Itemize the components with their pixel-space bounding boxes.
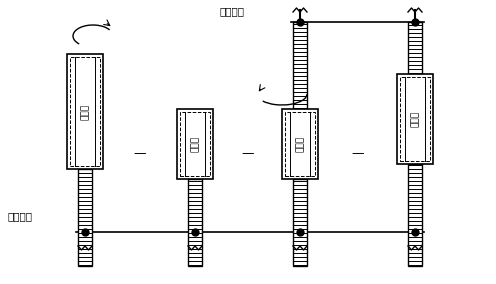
Bar [67, 54, 103, 169]
Bar [293, 22, 307, 109]
Text: —: — [241, 147, 254, 160]
Text: 连接器: 连接器 [296, 136, 305, 152]
Bar [400, 77, 430, 161]
Bar [180, 112, 210, 176]
Bar [70, 57, 100, 166]
Text: 连接器: 连接器 [411, 111, 420, 127]
Bar [397, 74, 433, 164]
Bar [408, 164, 422, 266]
Text: 锆笼主筋: 锆笼主筋 [8, 211, 33, 221]
Text: 连接器: 连接器 [80, 103, 89, 120]
Bar [285, 112, 315, 176]
Text: 锆笼主筋: 锆笼主筋 [220, 6, 245, 16]
Bar [408, 22, 422, 74]
Text: —: — [134, 147, 146, 160]
Text: —: — [351, 147, 364, 160]
Text: 连接器: 连接器 [190, 136, 199, 152]
Bar [177, 109, 213, 179]
Bar [78, 169, 92, 266]
Bar [293, 179, 307, 266]
Bar [188, 179, 202, 266]
Bar [282, 109, 318, 179]
